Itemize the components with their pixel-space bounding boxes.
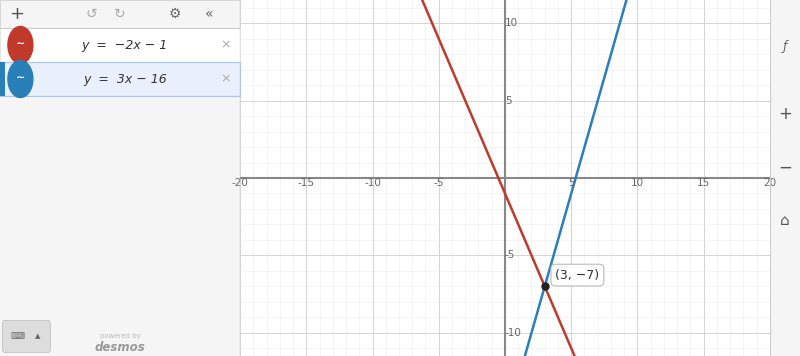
- Text: -15: -15: [298, 178, 314, 188]
- FancyBboxPatch shape: [0, 62, 240, 96]
- Text: powered by: powered by: [100, 334, 140, 339]
- Text: 10: 10: [631, 178, 644, 188]
- Text: -5: -5: [434, 178, 444, 188]
- Text: -10: -10: [364, 178, 381, 188]
- FancyBboxPatch shape: [0, 62, 6, 96]
- Text: ∼: ∼: [16, 74, 25, 84]
- FancyBboxPatch shape: [2, 320, 50, 352]
- Text: -5: -5: [505, 250, 515, 260]
- Text: 15: 15: [697, 178, 710, 188]
- Text: ↺: ↺: [86, 7, 97, 21]
- Text: ∼: ∼: [16, 40, 25, 50]
- Text: 5: 5: [568, 178, 574, 188]
- Text: -10: -10: [505, 328, 522, 338]
- FancyBboxPatch shape: [0, 0, 240, 28]
- Circle shape: [8, 26, 33, 63]
- Text: +: +: [778, 105, 792, 123]
- Text: ƒ: ƒ: [783, 40, 787, 53]
- Text: ×: ×: [220, 38, 231, 52]
- Text: 20: 20: [763, 178, 777, 188]
- Text: -20: -20: [231, 178, 249, 188]
- Text: −: −: [778, 158, 792, 176]
- Text: y  =  −2x − 1: y = −2x − 1: [82, 38, 168, 52]
- Text: desmos: desmos: [94, 341, 146, 354]
- Text: «: «: [205, 7, 213, 21]
- FancyBboxPatch shape: [0, 28, 240, 62]
- Circle shape: [8, 61, 33, 98]
- Text: ⌂: ⌂: [780, 213, 790, 228]
- Text: 10: 10: [505, 18, 518, 28]
- Text: ▲: ▲: [34, 334, 40, 339]
- Text: ⚙: ⚙: [169, 7, 182, 21]
- Text: ×: ×: [220, 73, 231, 85]
- Text: ↻: ↻: [114, 7, 126, 21]
- Text: +: +: [10, 5, 24, 23]
- Text: (3, −7): (3, −7): [555, 269, 599, 282]
- Text: 5: 5: [505, 96, 512, 106]
- Text: y  =  3x − 16: y = 3x − 16: [83, 73, 166, 85]
- Text: ⌨: ⌨: [11, 331, 25, 341]
